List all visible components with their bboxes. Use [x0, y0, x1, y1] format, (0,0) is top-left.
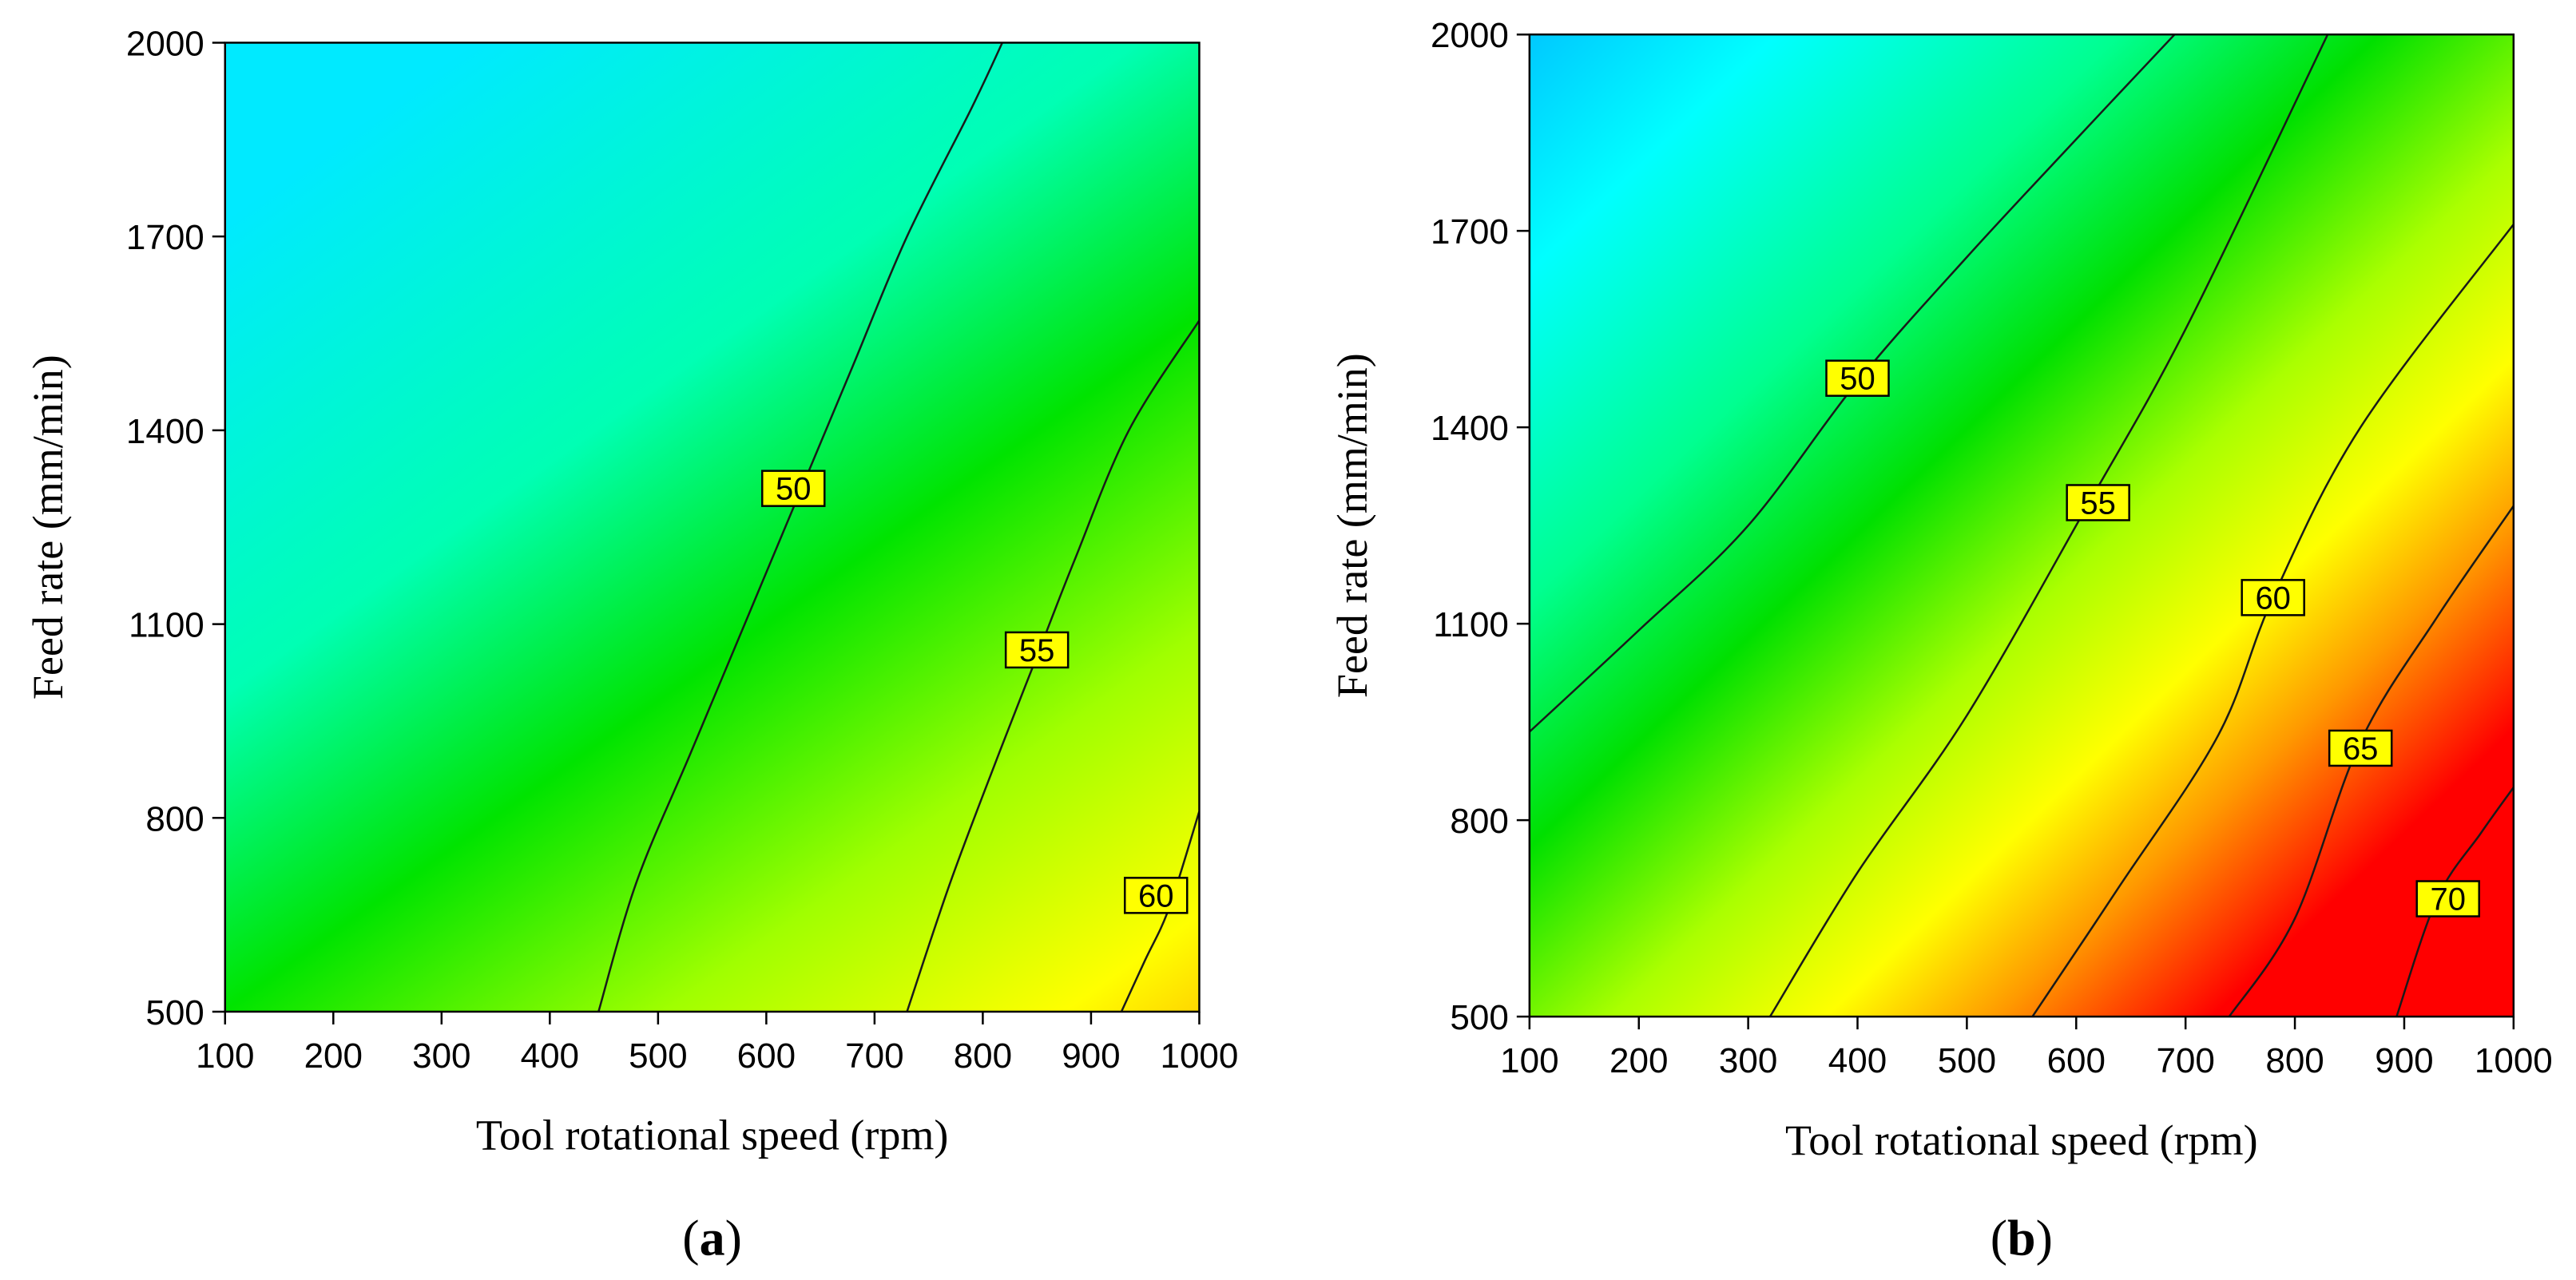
plot-a-y-tick-label-500: 500	[145, 993, 204, 1032]
plot-b-y-axis-title: Feed rate (mm/min)	[1328, 353, 1376, 698]
plot-a-frame	[224, 42, 1201, 1013]
plot-b-y-tick-label-1100: 1100	[1433, 605, 1509, 644]
plot-a-contour-label-text-50: 50	[776, 472, 812, 507]
plot-b-x-tick-label-700: 700	[2156, 1041, 2214, 1080]
plot-a-x-tick-label-400: 400	[521, 1036, 579, 1076]
plot-a-x-tick-label-100: 100	[196, 1036, 254, 1076]
plot-a-contour-label-text-55: 55	[1019, 633, 1055, 668]
plot-b-contour-label-60: 60	[2241, 579, 2305, 616]
plot-b-x-tick-label-200: 200	[1610, 1041, 1668, 1080]
plot-b-x-tick-label-1000: 1000	[2475, 1041, 2553, 1080]
plot-b-y-tick-label-500: 500	[1450, 998, 1508, 1037]
plot-b-y-tick-label-800: 800	[1450, 802, 1508, 841]
plot-b-contour-line-55	[1768, 34, 2329, 1017]
plot-b-y-tick-label-1400: 1400	[1431, 409, 1509, 448]
plot-a-y-tick-label-800: 800	[145, 799, 204, 838]
plot-b-contour-label-box-70	[2415, 880, 2480, 917]
plot-a-contour-labels: 50 55 60	[760, 470, 1189, 914]
plot-a-contour-label-55: 55	[1004, 631, 1070, 669]
plot-a-x-tick-label-900: 900	[1062, 1036, 1120, 1076]
plot-a-contour-label-text-60: 60	[1138, 878, 1174, 913]
plot-a-contour-label-50: 50	[760, 470, 826, 507]
plot-b-contour-label-text-70: 70	[2430, 882, 2466, 917]
plot-b-x-tick-label-400: 400	[1828, 1041, 1887, 1080]
plot-b-contour-label-70: 70	[2415, 880, 2480, 917]
plot-a-background	[224, 42, 1200, 1012]
plot-b-contour-label-text-60: 60	[2255, 581, 2291, 616]
plot-b-background	[1529, 34, 2514, 1017]
plot-a-x-tick-label-200: 200	[304, 1036, 363, 1076]
plot-b-x-tick-label-500: 500	[1938, 1041, 1996, 1080]
plot-b-contour-label-text-50: 50	[1840, 362, 1875, 397]
plot-a-y-axis-title: Feed rate (mm/min)	[24, 355, 72, 699]
plot-a-panel-label: (a)	[682, 1209, 742, 1266]
plot-a-y-tick-label-1100: 1100	[129, 606, 204, 645]
plot-b-contour-label-text-65: 65	[2343, 731, 2379, 767]
plot-a-y-tick-label-2000: 2000	[126, 24, 204, 63]
plot-a-x-tick-label-500: 500	[629, 1036, 687, 1076]
plot-a-contour-label-box-50	[760, 470, 826, 507]
plot-a-contour-label-60: 60	[1123, 877, 1189, 914]
plot-b-x-tick-label-300: 300	[1719, 1041, 1777, 1080]
plot-b-contour-labels: 50 55 60 65 70	[1825, 359, 2480, 917]
plot-b-contour-label-box-65	[2328, 729, 2393, 767]
plot-b-contour-line-70	[2395, 787, 2514, 1017]
plot-a-y-ticks: 500 800 1100 1400 1700 2000	[126, 24, 225, 1032]
plot-b-y-ticks: 500 800 1100 1400 1700 2000	[1431, 16, 1530, 1037]
plot-b-frame	[1528, 33, 2515, 1018]
plot-b-contour-label-box-50	[1825, 359, 1890, 397]
plot-b-contour-label-55: 55	[2066, 484, 2130, 521]
plot-b-contour-label-text-55: 55	[2080, 485, 2116, 521]
plot-b-y-tick-label-2000: 2000	[1431, 16, 1509, 55]
plot-b-x-tick-label-800: 800	[2265, 1041, 2324, 1080]
plot-b-x-ticks: 100 200 300 400 500 600 700 800 900 1000	[1500, 1016, 2553, 1080]
plot-b-contour-line-60	[2031, 224, 2514, 1017]
plot-b-y-tick-label-1700: 1700	[1431, 212, 1509, 252]
plot-a-y-tick-label-1400: 1400	[126, 412, 204, 451]
plot-a-x-ticks: 100 200 300 400 500 600 700 800 900 1000	[196, 1011, 1238, 1076]
plot-b-panel-label: (b)	[1991, 1209, 2053, 1266]
plot-a-x-tick-label-1000: 1000	[1160, 1036, 1238, 1076]
plot-a-x-tick-label-600: 600	[737, 1036, 796, 1076]
plot-a-x-tick-label-800: 800	[954, 1036, 1012, 1076]
plot-b-x-axis-title: Tool rotational speed (rpm)	[1785, 1116, 2258, 1164]
plot-b-contour-label-50: 50	[1825, 359, 1890, 397]
plot-a-y-tick-label-1700: 1700	[126, 218, 204, 257]
plot-b-panel-letter: b	[2007, 1209, 2036, 1266]
plot-a-x-tick-label-300: 300	[412, 1036, 470, 1076]
plot-b-contour-label-box-60	[2241, 579, 2305, 616]
plot-a-contour-line-60	[1120, 810, 1200, 1012]
plot-a-x-tick-label-700: 700	[845, 1036, 903, 1076]
plot-b-contour-label-box-55	[2066, 484, 2130, 521]
plot-b-x-tick-label-600: 600	[2047, 1041, 2106, 1080]
plot-b-contour-label-65: 65	[2328, 729, 2393, 767]
contour-plot-a: 50 55 60 100 200 300 400 500 600 700 800 900 1000 5…	[24, 24, 1238, 1266]
plot-a-panel-letter: a	[700, 1209, 725, 1266]
plot-a-contour-label-box-55	[1004, 631, 1070, 669]
plot-b-x-tick-label-100: 100	[1500, 1041, 1558, 1080]
plot-a-contour-label-box-60	[1123, 877, 1189, 914]
plot-a-x-axis-title: Tool rotational speed (rpm)	[476, 1112, 949, 1159]
plot-b-x-tick-label-900: 900	[2375, 1041, 2433, 1080]
